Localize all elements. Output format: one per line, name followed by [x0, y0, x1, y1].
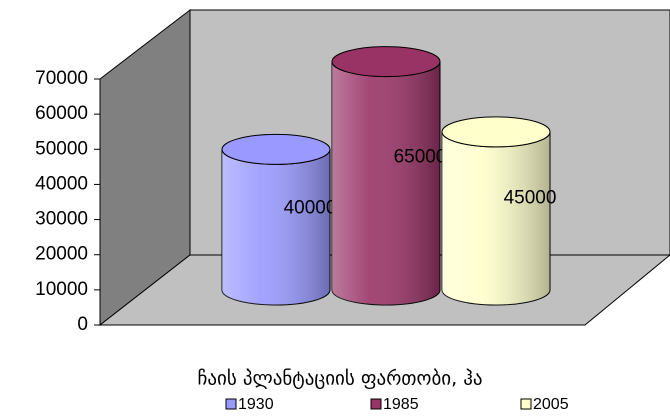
- y-tick-label: 60000: [35, 103, 88, 124]
- cylinder-shade: [442, 131, 550, 305]
- data-label: 65000: [394, 147, 447, 168]
- legend-swatch: [520, 398, 532, 410]
- y-tick-label: 30000: [35, 209, 88, 230]
- cylinder-top: [441, 116, 551, 148]
- y-tick-label: 10000: [35, 279, 88, 300]
- x-axis-title: ჩაის პლანტაციის ფართობი, ჰა: [197, 368, 482, 390]
- cylinder-top: [331, 46, 441, 78]
- legend-swatch: [225, 398, 237, 410]
- y-tick-label: 40000: [35, 173, 88, 194]
- y-tick-label: 0: [77, 314, 88, 335]
- data-label: 40000: [284, 197, 337, 218]
- cylinder-top: [221, 133, 331, 165]
- legend-label: 1930: [238, 396, 274, 413]
- y-tick-label: 20000: [35, 244, 88, 265]
- data-label: 45000: [504, 187, 557, 208]
- legend-label: 2005: [533, 396, 569, 413]
- legend-swatch: [370, 398, 382, 410]
- y-tick-label: 70000: [35, 68, 88, 89]
- y-tick-label: 50000: [35, 138, 88, 159]
- cylinder-shade: [332, 61, 440, 306]
- legend-label: 1985: [383, 396, 419, 413]
- cylinder-shade: [222, 149, 330, 305]
